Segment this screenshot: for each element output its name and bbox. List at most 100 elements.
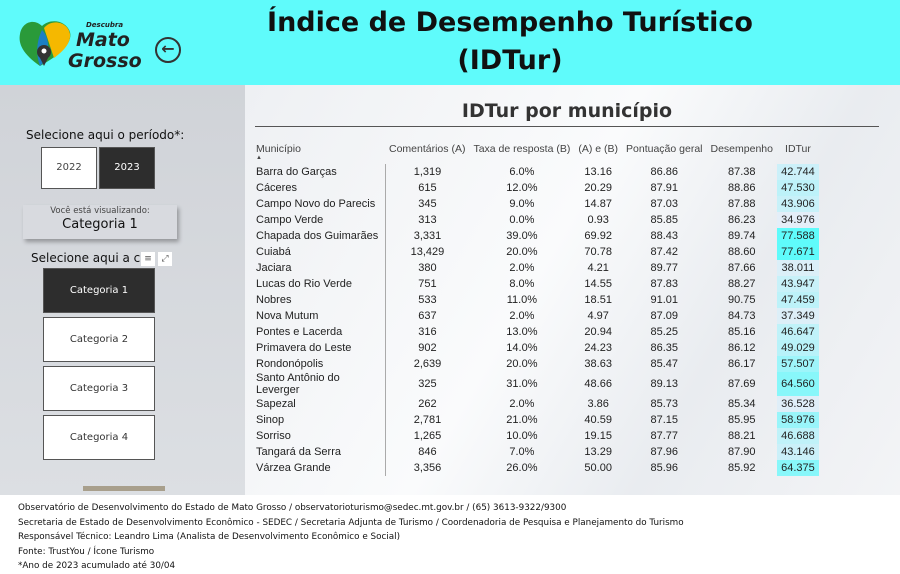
svg-text:Descubra: Descubra — [86, 21, 123, 29]
value-cell: 40.59 — [584, 414, 612, 426]
value-cell: 902 — [384, 340, 470, 356]
value-cell: 85.95 — [727, 414, 756, 426]
value-cell: 751 — [384, 276, 470, 292]
value-cell: 637 — [384, 308, 470, 324]
municipio-cell: Tangará da Serra — [256, 446, 341, 458]
table-row: Sinop 2,781 21.0% 40.59 87.15 85.95 58.976 — [252, 412, 819, 428]
value-cell: 88.43 — [650, 230, 679, 242]
category-3-button[interactable]: Categoria 3 — [43, 366, 155, 411]
value-cell: 325 — [384, 372, 470, 396]
idtur-cell: 43.947 — [776, 276, 819, 292]
value-cell: 13.16 — [584, 166, 612, 178]
value-cell: 13.29 — [584, 446, 612, 458]
value-cell: 20.0% — [506, 358, 538, 370]
value-cell: 86.86 — [650, 166, 679, 178]
municipio-cell: Cuiabá — [256, 246, 291, 258]
column-header[interactable]: Comentários (A) — [389, 143, 466, 155]
value-cell: 87.96 — [650, 446, 679, 458]
idtur-cell: 34.976 — [776, 212, 819, 228]
table-row: Campo Verde 313 0.0% 0.93 85.85 86.23 34.976 — [252, 212, 819, 228]
filter-icon[interactable]: ≡ — [141, 252, 155, 266]
value-cell: 86.12 — [727, 342, 756, 354]
value-cell: 48.66 — [584, 378, 612, 390]
svg-text:Mato: Mato — [76, 29, 130, 51]
category-1-button[interactable]: Categoria 1 — [43, 268, 155, 313]
value-cell: 85.73 — [650, 398, 679, 410]
idtur-cell: 36.528 — [776, 396, 819, 412]
table-row: Nobres 533 11.0% 18.51 91.01 90.75 47.459 — [252, 292, 819, 308]
column-header[interactable]: Pontuação geral — [626, 143, 703, 155]
logo: Descubra Mato Grosso — [19, 21, 142, 71]
back-button[interactable]: ← — [155, 37, 181, 63]
value-cell: 20.0% — [506, 246, 538, 258]
column-header[interactable]: Município ▲ — [252, 143, 385, 164]
value-cell: 21.0% — [506, 414, 538, 426]
value-cell: 3,356 — [384, 460, 470, 476]
value-cell: 14.87 — [584, 198, 612, 210]
value-cell: 20.29 — [584, 182, 612, 194]
value-cell: 14.55 — [584, 278, 612, 290]
table-row: Cuiabá 13,429 20.0% 70.78 87.42 88.60 77.671 — [252, 244, 819, 260]
column-header[interactable]: IDTur — [785, 143, 811, 155]
year-2023-button[interactable]: 2023 — [99, 147, 155, 189]
value-cell: 85.47 — [650, 358, 679, 370]
value-cell: 87.42 — [650, 246, 679, 258]
municipio-cell: Pontes e Lacerda — [256, 326, 343, 338]
value-cell: 85.92 — [727, 462, 756, 474]
municipio-cell: Nova Mutum — [256, 310, 319, 322]
arrow-left-circle-icon: ← — [161, 39, 175, 58]
value-cell: 38.63 — [584, 358, 612, 370]
idtur-cell: 64.375 — [776, 460, 819, 476]
column-header[interactable]: Desempenho — [710, 143, 773, 155]
value-cell: 11.0% — [506, 294, 538, 306]
value-cell: 262 — [384, 396, 470, 412]
category-2-button[interactable]: Categoria 2 — [43, 317, 155, 362]
idtur-cell: 46.688 — [776, 428, 819, 444]
column-header[interactable]: (A) e (B) — [578, 143, 619, 155]
table-row: Barra do Garças 1,319 6.0% 13.16 86.86 87.38 4… — [252, 164, 819, 180]
value-cell: 84.73 — [727, 310, 756, 322]
footer: Observatório de Desenvolvimento do Estad… — [0, 495, 900, 574]
category-label: Selecione aqui a categoria — [31, 251, 143, 265]
year-2022-button[interactable]: 2022 — [41, 147, 97, 189]
municipio-cell: Nobres — [256, 294, 292, 306]
value-cell: 87.83 — [650, 278, 679, 290]
value-cell: 2,639 — [384, 356, 470, 372]
table-row: Sorriso 1,265 10.0% 19.15 87.77 88.21 46.688 — [252, 428, 819, 444]
table-row: Chapada dos Guimarães 3,331 39.0% 69.92 88.4… — [252, 228, 819, 244]
value-cell: 87.88 — [727, 198, 756, 210]
value-cell: 2.0% — [509, 310, 535, 322]
value-cell: 87.38 — [727, 166, 756, 178]
category-4-button[interactable]: Categoria 4 — [43, 415, 155, 460]
value-cell: 1,265 — [384, 428, 470, 444]
value-cell: 2.0% — [509, 398, 535, 410]
municipio-cell: Campo Novo do Parecis — [256, 198, 376, 210]
sort-ascending-icon: ▲ — [256, 155, 262, 161]
idtur-cell: 64.560 — [776, 372, 819, 396]
idtur-cell: 49.029 — [776, 340, 819, 356]
table-row: Nova Mutum 637 2.0% 4.97 87.09 84.73 37.349 — [252, 308, 819, 324]
value-cell: 69.92 — [584, 230, 612, 242]
value-cell: 31.0% — [506, 378, 538, 390]
idtur-cell: 42.744 — [776, 164, 819, 180]
value-cell: 90.75 — [727, 294, 756, 306]
value-cell: 87.77 — [650, 430, 679, 442]
value-cell: 85.25 — [650, 326, 679, 338]
value-cell: 85.96 — [650, 462, 679, 474]
focus-mode-icon[interactable]: ⤢ — [158, 252, 172, 266]
idtur-cell: 46.647 — [776, 324, 819, 340]
value-cell: 846 — [384, 444, 470, 460]
municipio-cell: Chapada dos Guimarães — [256, 230, 379, 242]
idtur-table: Município ▲ Comentários (A) Taxa de respost… — [252, 143, 819, 476]
table-row: Pontes e Lacerda 316 13.0% 20.94 85.25 85.16 4… — [252, 324, 819, 340]
scrollbar[interactable] — [83, 486, 165, 491]
table-row: Lucas do Rio Verde 751 8.0% 14.55 87.83 88.27… — [252, 276, 819, 292]
value-cell: 14.0% — [506, 342, 538, 354]
value-cell: 86.23 — [727, 214, 756, 226]
table-row: Jaciara 380 2.0% 4.21 89.77 87.66 38.011 — [252, 260, 819, 276]
column-header[interactable]: Taxa de resposta (B) — [473, 143, 571, 155]
value-cell: 88.27 — [727, 278, 756, 290]
value-cell: 4.97 — [587, 310, 609, 322]
value-cell: 19.15 — [584, 430, 612, 442]
value-cell: 6.0% — [509, 166, 535, 178]
